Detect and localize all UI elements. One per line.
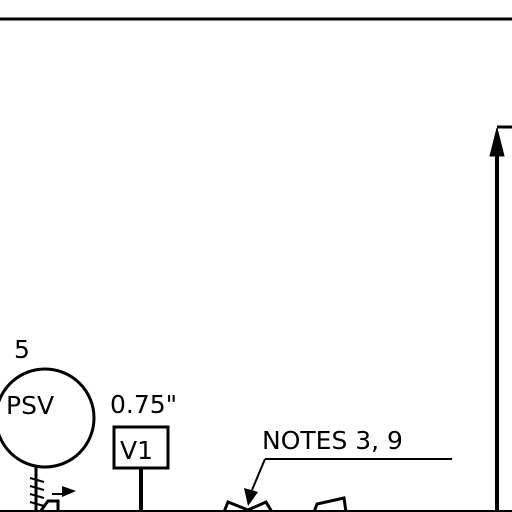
flow-arrow-up-icon xyxy=(489,127,505,157)
valve-tag-label: V1 xyxy=(120,436,153,465)
notes-leader-line xyxy=(251,458,266,491)
psv-spring-icon xyxy=(29,477,45,507)
psv-tag-number: 5 xyxy=(14,335,30,364)
psv-bubble xyxy=(0,367,96,469)
pipe-size-label: 0.75" xyxy=(110,390,177,419)
psv-valve-body-icon xyxy=(38,499,60,512)
psv-label: PSV xyxy=(6,391,54,420)
notes-callout: NOTES 3, 9 xyxy=(262,426,403,455)
psv-discharge-arrow-icon xyxy=(62,486,76,497)
reducer-icon xyxy=(312,496,348,512)
notes-leader-arrow-icon xyxy=(244,488,258,506)
